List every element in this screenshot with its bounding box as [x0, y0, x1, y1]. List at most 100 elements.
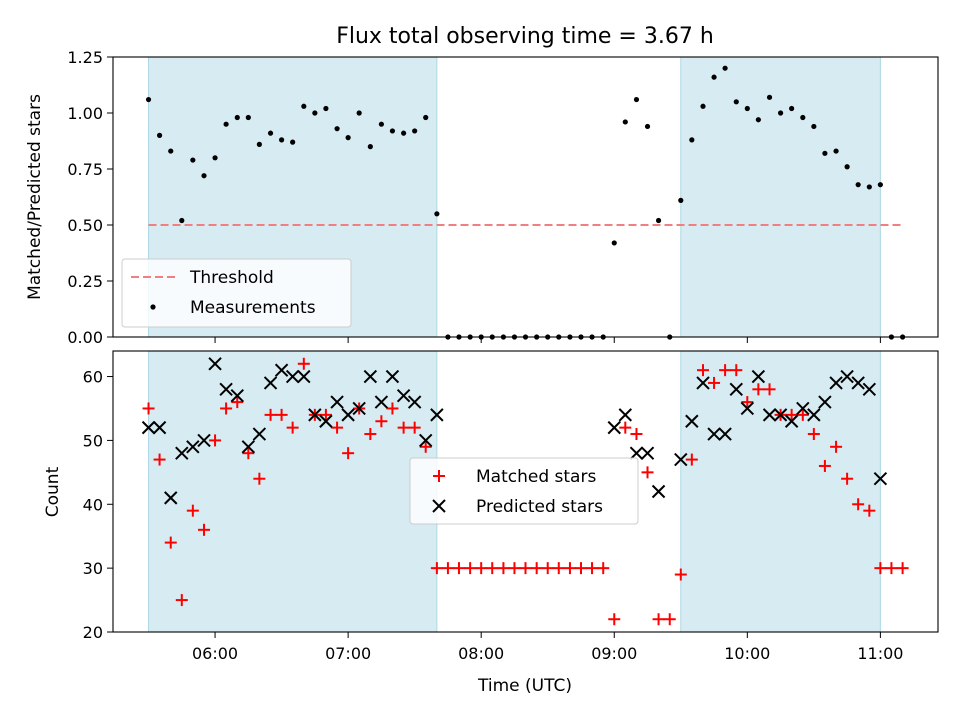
predicted-star-marker: [175, 446, 189, 460]
top-y-axis-label: Matched/Predicted stars: [25, 94, 45, 300]
top-panel: 0.00 0.25 0.50 0.75 1.00 1.25 Matched/Predict…: [25, 48, 939, 347]
matched-star-marker: [885, 562, 898, 575]
predicted-star-marker: [651, 484, 666, 499]
predicted-star-marker: [751, 369, 766, 384]
bottom-y-ticks: 20 30 40 50 60: [83, 368, 113, 642]
top-legend-box: [121, 258, 352, 328]
matched-star-marker: [874, 562, 887, 575]
measurement-point: [245, 114, 251, 121]
matched-star-marker: [763, 383, 776, 396]
chart-title: Flux total observing time = 3.67 h: [336, 24, 714, 49]
measurement-point: [789, 105, 795, 112]
measurement-point: [877, 182, 883, 188]
matched-star-marker: [818, 459, 831, 472]
measurement-point: [412, 128, 418, 134]
measurement-point: [833, 148, 839, 154]
bottom-y-axis-label: Count: [43, 466, 63, 517]
matched-stars-points: [142, 357, 909, 626]
predicted-star-marker: [430, 408, 444, 422]
matched-star-marker: [486, 562, 499, 575]
legend-threshold-label: Threshold: [189, 268, 274, 288]
measurement-point: [811, 123, 817, 130]
matched-star-marker: [198, 523, 211, 536]
y-tick-label: 30: [83, 559, 103, 578]
matched-star-marker: [685, 453, 698, 466]
matched-star-marker: [175, 594, 188, 607]
matched-star-marker: [253, 472, 266, 485]
measurement-point: [334, 126, 340, 132]
measurement-point: [766, 94, 773, 100]
matched-star-marker: [475, 562, 488, 575]
predicted-star-marker: [807, 408, 821, 422]
bottom-legend: Matched stars Predicted stars: [409, 457, 639, 525]
predicted-star-marker: [618, 408, 633, 422]
x-tick-label: 07:00: [325, 644, 371, 663]
matched-star-marker: [464, 562, 477, 575]
matched-star-marker: [375, 415, 388, 428]
predicted-star-marker: [740, 401, 755, 416]
measurement-point: [301, 103, 307, 109]
predicted-star-marker: [829, 376, 843, 390]
bottom-shaded-spans: [148, 350, 881, 633]
measurement-point: [168, 148, 174, 154]
matched-star-marker: [441, 562, 454, 575]
legend-measurements-swatch: [150, 304, 156, 310]
matched-star-marker: [142, 402, 155, 415]
matched-star-marker: [297, 357, 310, 370]
predicted-star-marker: [208, 357, 222, 371]
matched-star-marker: [752, 383, 765, 396]
matched-star-marker: [896, 562, 909, 575]
predicted-star-marker: [330, 395, 344, 409]
matched-star-marker: [386, 402, 399, 415]
legend-measurements-label: Measurements: [190, 298, 316, 318]
y-tick-label: 40: [83, 495, 103, 514]
predicted-star-marker: [152, 420, 167, 435]
measurement-point: [434, 211, 440, 217]
predicted-star-marker: [285, 369, 300, 384]
measurement-point: [822, 150, 828, 156]
x-tick-label: 10:00: [724, 644, 770, 663]
measurement-point: [389, 128, 396, 134]
matched-star-marker: [164, 536, 177, 549]
measurement-point: [190, 157, 196, 163]
x-tick-label: 11:00: [857, 644, 903, 663]
predicted-star-marker: [873, 472, 888, 486]
legend-predicted-swatch: [432, 499, 446, 513]
matched-star-marker: [608, 613, 621, 626]
observing-window-span: [680, 350, 881, 633]
measurement-point: [201, 173, 207, 179]
matched-star-marker: [807, 428, 820, 441]
matched-star-marker: [186, 504, 199, 517]
predicted-star-marker: [374, 395, 389, 409]
predicted-star-marker: [164, 491, 178, 505]
top-legend: Threshold Measurements: [121, 258, 352, 328]
matched-star-marker: [430, 562, 443, 575]
y-tick-label: 0.25: [67, 272, 103, 291]
predicted-star-marker: [696, 376, 710, 390]
matched-star-marker: [452, 562, 465, 575]
y-tick-label: 20: [83, 623, 103, 642]
matched-star-marker: [830, 440, 843, 453]
predicted-star-marker: [640, 446, 655, 460]
predicted-star-marker: [707, 427, 721, 441]
x-tick-label: 06:00: [192, 644, 238, 663]
predicted-star-marker: [319, 414, 333, 428]
x-tick-label: 09:00: [591, 644, 637, 663]
measurement-point: [678, 197, 684, 203]
measurement-point: [179, 217, 185, 224]
matched-star-marker: [663, 613, 676, 626]
measurement-point: [323, 105, 329, 112]
matched-star-marker: [652, 613, 665, 626]
predicted-star-marker: [851, 376, 865, 390]
measurement-point: [234, 114, 240, 121]
observing-window-span: [680, 56, 881, 338]
measurement-point: [378, 121, 384, 127]
matched-star-marker: [697, 364, 710, 377]
measurement-point: [423, 114, 429, 121]
predicted-star-marker: [352, 401, 366, 416]
y-tick-label: 0.00: [67, 328, 103, 347]
predicted-star-marker: [297, 369, 311, 384]
top-y-ticks: 0.00 0.25 0.50 0.75 1.00 1.25: [67, 48, 113, 347]
predicted-star-marker: [274, 363, 289, 377]
measurement-point: [722, 65, 728, 71]
